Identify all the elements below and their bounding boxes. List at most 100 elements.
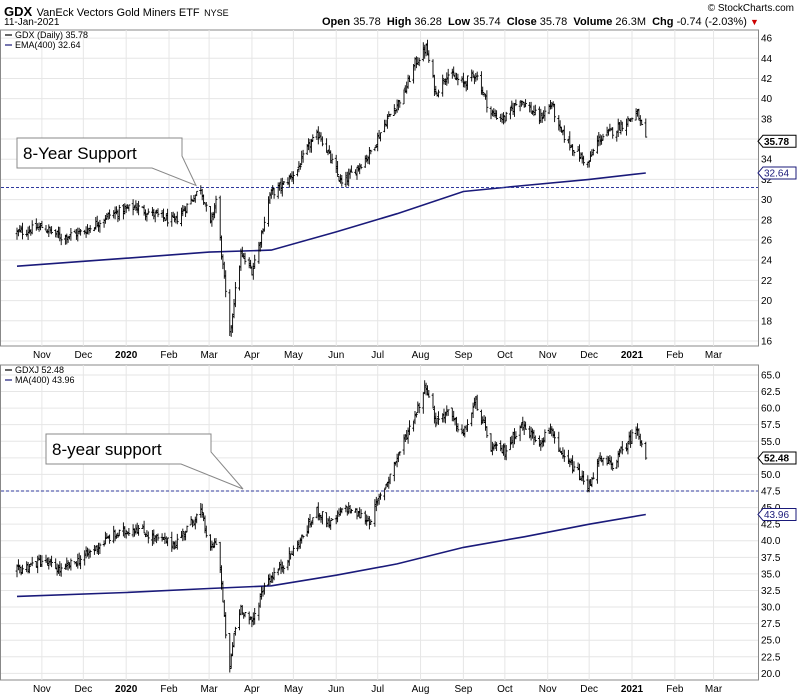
- price-bar: [441, 74, 445, 97]
- price-bar: [59, 233, 63, 246]
- y-tick-label: 42: [761, 74, 773, 85]
- chg-label: Chg: [652, 16, 674, 28]
- price-bar: [88, 549, 92, 558]
- y-tick-label: 35.0: [761, 569, 781, 580]
- price-bar: [301, 535, 305, 539]
- price-bar: [276, 568, 280, 576]
- price-bar: [601, 457, 605, 466]
- y-tick-label: 20.0: [761, 669, 781, 680]
- price-bar: [50, 226, 53, 235]
- price-bar: [408, 75, 411, 83]
- price-bar: [211, 542, 215, 549]
- x-tick-label: Sep: [454, 350, 472, 361]
- price-bar: [21, 222, 24, 240]
- price-bar: [316, 126, 320, 145]
- price-bar: [253, 608, 257, 625]
- watermark: © StockCharts.com: [707, 3, 794, 14]
- price-bar: [398, 451, 402, 456]
- ma-value-badge: 32.64: [757, 166, 797, 179]
- last-price-badge: 52.48: [757, 451, 797, 465]
- price-bar: [630, 117, 634, 122]
- y-tick-label: 18: [761, 316, 773, 327]
- price-bar: [524, 421, 527, 430]
- price-bar: [611, 127, 615, 139]
- x-tick-label: Feb: [666, 684, 684, 695]
- price-bar: [475, 71, 479, 81]
- legend-entry: MA(400) 43.96: [15, 375, 75, 385]
- x-tick-label: Jun: [328, 684, 344, 695]
- price-bar: [359, 164, 363, 170]
- low-label: Low: [448, 16, 471, 28]
- x-tick-label: Jul: [371, 684, 384, 695]
- y-tick-label: 30: [761, 195, 773, 206]
- y-tick-label: 44: [761, 54, 773, 65]
- price-bar: [28, 564, 31, 574]
- price-bar: [330, 518, 334, 521]
- chart-panel-1: 16182022242628303234363840424446NovDec20…: [0, 29, 797, 361]
- price-bar: [543, 429, 547, 443]
- price-bar: [69, 228, 73, 241]
- price-bar: [173, 541, 176, 550]
- panel-frame: [0, 29, 759, 347]
- price-bar: [175, 211, 179, 225]
- price-bar: [350, 508, 353, 514]
- price-bar: [98, 220, 102, 233]
- open-label: Open: [322, 16, 351, 28]
- price-bar: [572, 149, 576, 157]
- chart-header: GDX VanEck Vectors Gold Miners ETF NYSE …: [0, 0, 800, 28]
- exchange: NYSE: [204, 8, 229, 18]
- price-bar: [142, 520, 146, 534]
- price-bar: [189, 516, 193, 526]
- price-bar: [446, 409, 450, 416]
- y-tick-label: 40.0: [761, 536, 781, 547]
- price-bar: [234, 626, 237, 636]
- price-bar: [330, 153, 334, 164]
- price-bar: [224, 270, 228, 298]
- price-bar: [350, 165, 353, 173]
- price-bar: [562, 449, 566, 462]
- price-bar: [495, 110, 498, 120]
- price-bar: [59, 563, 63, 577]
- y-tick-label: 37.5: [761, 553, 781, 564]
- low-value: 35.74: [473, 16, 501, 28]
- price-bar: [263, 582, 266, 595]
- y-tick-label: 42.5: [761, 520, 781, 531]
- price-bar: [146, 208, 150, 215]
- price-bar: [481, 86, 485, 96]
- y-tick-label: 65.0: [761, 370, 781, 381]
- price-bar: [340, 175, 344, 187]
- price-bar: [185, 203, 189, 214]
- price-bar: [298, 163, 302, 170]
- price-bar: [253, 254, 257, 269]
- x-tick-label: Dec: [580, 684, 598, 695]
- price-bar: [504, 445, 508, 461]
- price-bar: [359, 509, 363, 519]
- volume-label: Volume: [573, 16, 613, 28]
- price-bar: [272, 567, 276, 581]
- price-bar: [388, 473, 392, 485]
- price-bar: [204, 525, 208, 538]
- price-bar: [582, 471, 585, 485]
- y-tick-label: 38: [761, 114, 773, 125]
- price-bar: [502, 112, 505, 125]
- price-bar: [200, 503, 204, 518]
- price-bar: [514, 99, 518, 107]
- price-bar: [582, 155, 585, 166]
- price-bar: [131, 199, 135, 216]
- x-tick-label: Dec: [74, 684, 92, 695]
- x-tick-label: Dec: [74, 350, 92, 361]
- price-bar: [533, 104, 537, 116]
- price-bar: [485, 426, 489, 438]
- price-bar: [214, 538, 218, 545]
- price-bar: [630, 429, 634, 444]
- price-bar: [224, 612, 228, 639]
- x-tick-label: Apr: [244, 684, 260, 695]
- price-bar: [466, 419, 469, 432]
- header-date: 11-Jan-2021: [4, 17, 60, 28]
- price-bar: [408, 420, 411, 436]
- x-tick-label: Jun: [328, 350, 344, 361]
- price-bar: [392, 104, 396, 116]
- price-bar: [195, 513, 199, 524]
- last-price-badge-shape: [757, 451, 797, 465]
- last-price-badge-text: 52.48: [764, 453, 789, 464]
